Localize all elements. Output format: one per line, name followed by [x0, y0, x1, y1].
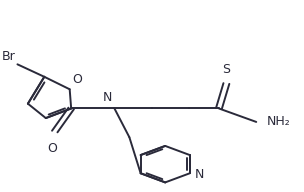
Text: N: N	[103, 91, 112, 104]
Text: O: O	[72, 73, 82, 86]
Text: S: S	[223, 63, 230, 76]
Text: Br: Br	[2, 50, 16, 63]
Text: NH₂: NH₂	[267, 115, 290, 128]
Text: N: N	[195, 168, 205, 181]
Text: O: O	[47, 142, 57, 155]
